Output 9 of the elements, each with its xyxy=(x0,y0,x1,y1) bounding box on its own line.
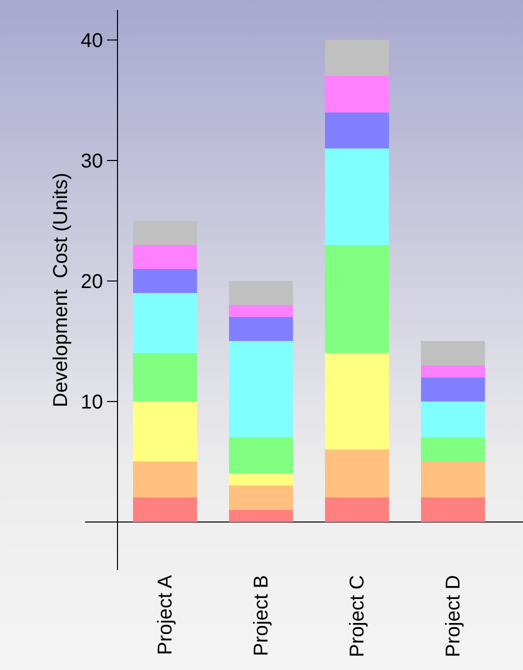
x-tick-label: Project C xyxy=(346,575,368,658)
y-tick-label: 10 xyxy=(80,391,103,414)
x-tick-label: Project A xyxy=(154,574,176,656)
y-axis-title: Development Cost (Units) xyxy=(50,172,72,408)
y-tick-label: 40 xyxy=(80,30,103,52)
y-tick-label: 30 xyxy=(80,150,103,173)
y-tick-label: 20 xyxy=(80,270,103,293)
x-tick-label: Project B xyxy=(250,575,272,656)
x-tick-label: Project D xyxy=(442,575,464,658)
